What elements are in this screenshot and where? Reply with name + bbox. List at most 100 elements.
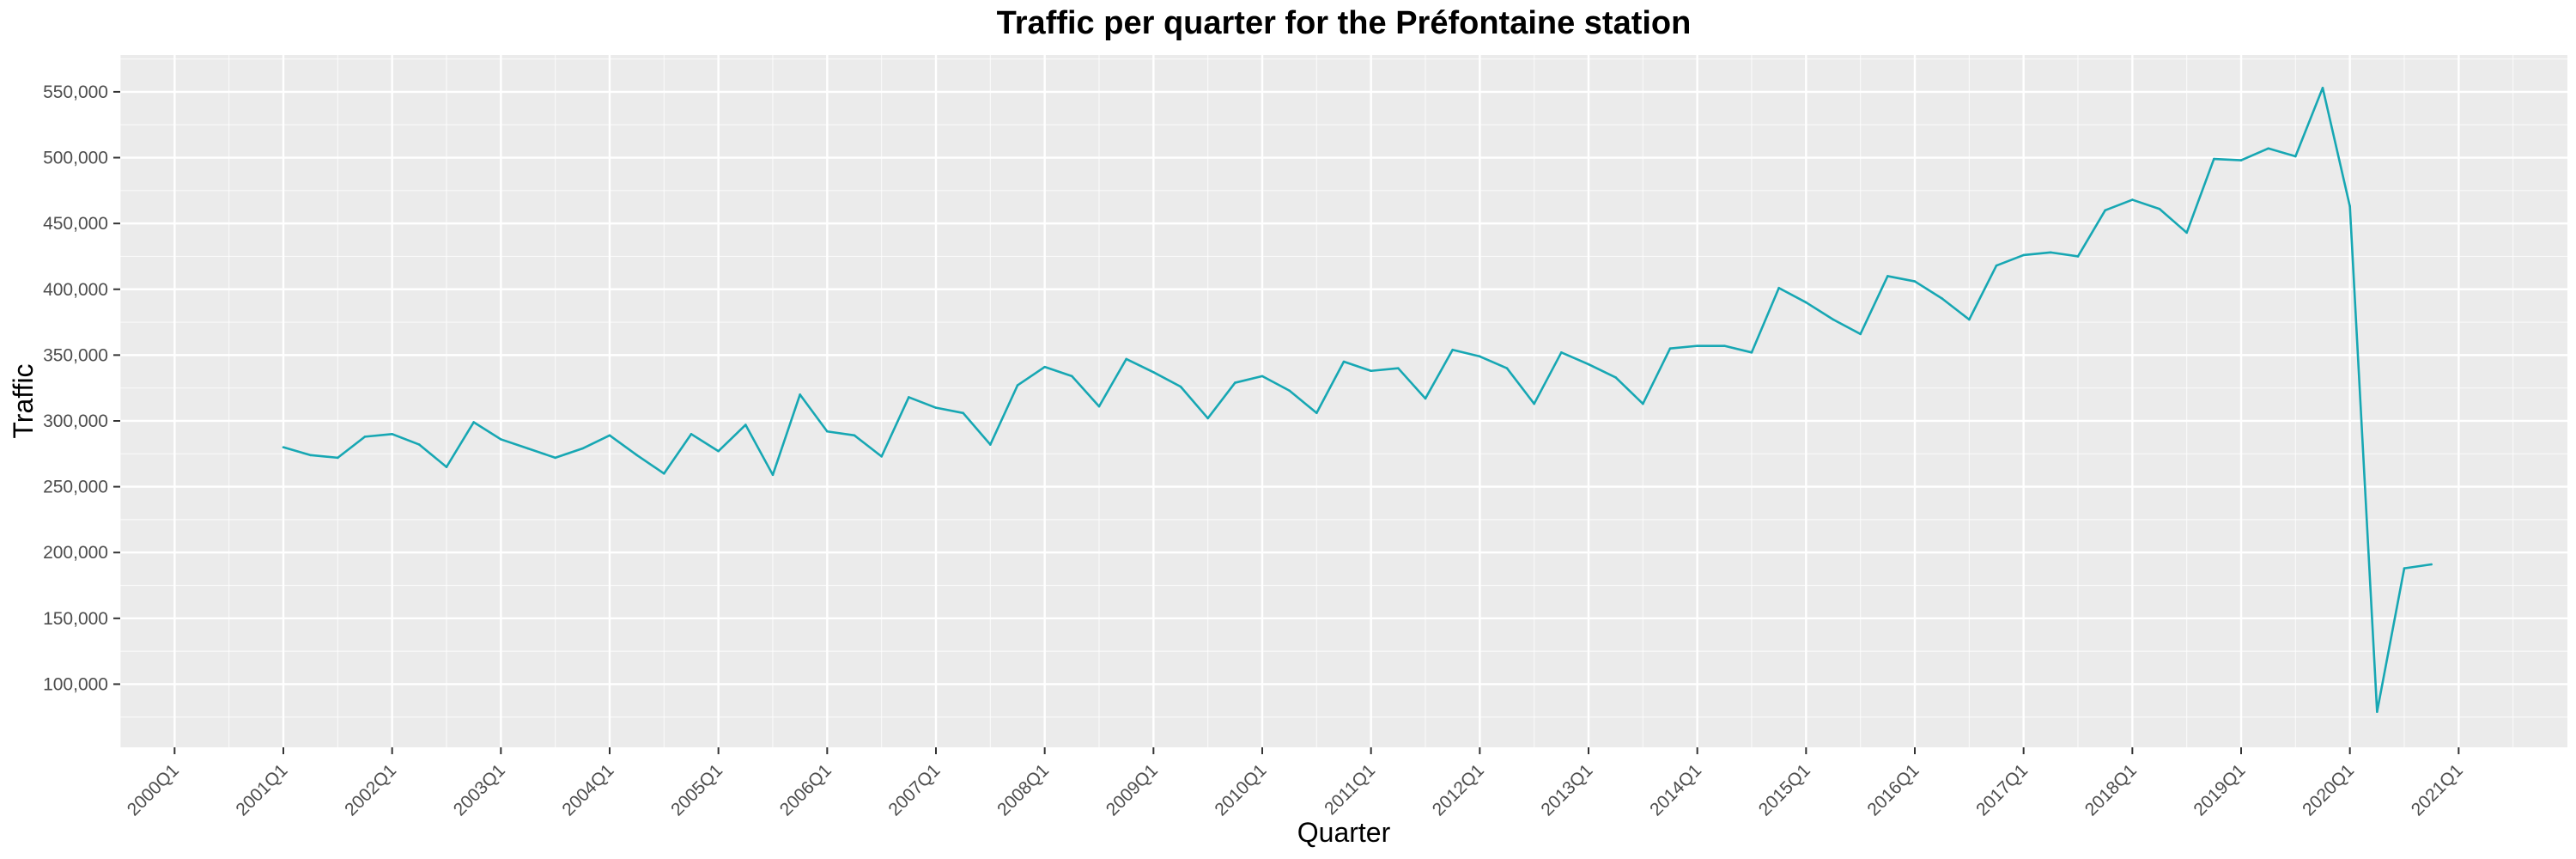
data-point	[1505, 367, 1509, 369]
x-tick-label: 2015Q1	[1755, 760, 1814, 819]
x-tick-label: 2008Q1	[993, 760, 1053, 819]
data-point	[1288, 389, 1291, 393]
data-point	[1479, 355, 1481, 358]
data-point	[1097, 405, 1101, 408]
data-point	[635, 454, 638, 457]
data-point	[418, 443, 421, 446]
x-axis: 2000Q1 2001Q1 2002Q1 2003Q1 2004Q1 2005Q1 2006…	[124, 747, 2467, 819]
data-point	[1832, 318, 1835, 321]
data-point	[1723, 344, 1726, 347]
y-tick-label: 400,000	[43, 280, 108, 300]
data-point	[2076, 255, 2080, 258]
data-point	[1995, 264, 1998, 267]
x-tick-label: 2018Q1	[2081, 760, 2141, 819]
y-tick-label: 150,000	[43, 609, 108, 629]
data-point	[1560, 351, 1563, 354]
data-point	[282, 446, 285, 448]
data-point	[1777, 286, 1780, 289]
data-point	[309, 454, 312, 457]
data-point	[2294, 155, 2297, 158]
x-tick-label: 2010Q1	[1211, 760, 1270, 819]
x-tick-label: 2003Q1	[450, 760, 509, 819]
x-tick-label: 2000Q1	[124, 760, 183, 819]
data-point	[2376, 710, 2379, 713]
x-tick-label: 2002Q1	[341, 760, 400, 819]
y-tick-label: 100,000	[43, 674, 108, 694]
data-point	[2131, 198, 2134, 201]
plot-panel	[120, 55, 2567, 747]
data-point	[1261, 375, 1264, 378]
data-point	[1859, 332, 1862, 336]
data-point	[1968, 318, 1971, 321]
y-tick-label: 450,000	[43, 214, 108, 234]
x-tick-label: 2016Q1	[1863, 760, 1923, 819]
data-point	[1370, 369, 1372, 373]
y-tick-label: 300,000	[43, 411, 108, 431]
data-point	[1614, 376, 1617, 379]
data-point	[445, 466, 448, 468]
data-point	[2022, 253, 2025, 257]
y-tick-label: 550,000	[43, 82, 108, 102]
data-point	[690, 433, 693, 436]
data-point	[1913, 280, 1917, 283]
data-point	[1397, 367, 1400, 369]
x-tick-label: 2021Q1	[2408, 760, 2467, 819]
data-point	[2430, 563, 2433, 566]
x-tick-label: 2014Q1	[1646, 760, 1705, 819]
data-point	[1451, 348, 1454, 351]
data-point	[717, 449, 720, 453]
data-point	[2403, 567, 2406, 570]
data-point	[554, 456, 556, 460]
x-tick-label: 2019Q1	[2190, 760, 2249, 819]
x-tick-label: 2004Q1	[558, 760, 617, 819]
y-axis-title: Traffic	[8, 363, 39, 438]
data-point	[391, 433, 393, 436]
x-tick-label: 2011Q1	[1321, 760, 1379, 819]
data-point	[337, 456, 339, 460]
data-point	[1587, 362, 1590, 366]
y-tick-label: 200,000	[43, 543, 108, 563]
major-gridlines	[120, 55, 2567, 747]
x-tick-label: 2009Q1	[1103, 760, 1162, 819]
data-point	[771, 473, 775, 477]
x-tick-label: 2006Q1	[776, 760, 835, 819]
y-axis: 100,000 150,000 200,000 250,000 300,000 350,0…	[43, 82, 120, 694]
data-point	[1315, 411, 1318, 415]
data-point	[799, 393, 801, 396]
data-point	[2050, 251, 2052, 254]
data-point	[608, 434, 611, 437]
data-point	[663, 472, 665, 475]
x-tick-label: 2012Q1	[1429, 760, 1488, 819]
x-tick-label: 2020Q1	[2299, 760, 2358, 819]
data-point	[989, 443, 992, 446]
data-point	[1206, 417, 1209, 420]
data-point	[1750, 351, 1753, 354]
data-point	[363, 436, 367, 438]
data-point	[472, 421, 475, 423]
y-tick-label: 250,000	[43, 478, 108, 497]
data-point	[962, 411, 964, 415]
data-point	[744, 423, 747, 426]
x-axis-title: Quarter	[1297, 817, 1391, 848]
data-point	[1342, 360, 1346, 363]
data-point	[1152, 370, 1155, 374]
x-tick-label: 2017Q1	[1972, 760, 2032, 819]
data-point	[934, 406, 938, 409]
data-point	[853, 434, 856, 437]
data-point	[2158, 207, 2161, 210]
data-point	[1125, 357, 1127, 361]
data-point	[581, 447, 584, 450]
data-point	[826, 430, 829, 433]
series-layer	[282, 87, 2433, 713]
data-point	[1016, 384, 1019, 387]
x-tick-label: 2007Q1	[884, 760, 944, 819]
data-point	[1668, 347, 1672, 350]
chart-title: Traffic per quarter for the Préfontaine …	[996, 5, 1692, 41]
data-point	[1533, 402, 1535, 405]
data-point	[1071, 375, 1073, 378]
data-point	[2213, 157, 2215, 161]
y-tick-label: 350,000	[43, 345, 108, 365]
data-point	[500, 438, 502, 441]
x-tick-label: 2001Q1	[232, 760, 291, 819]
